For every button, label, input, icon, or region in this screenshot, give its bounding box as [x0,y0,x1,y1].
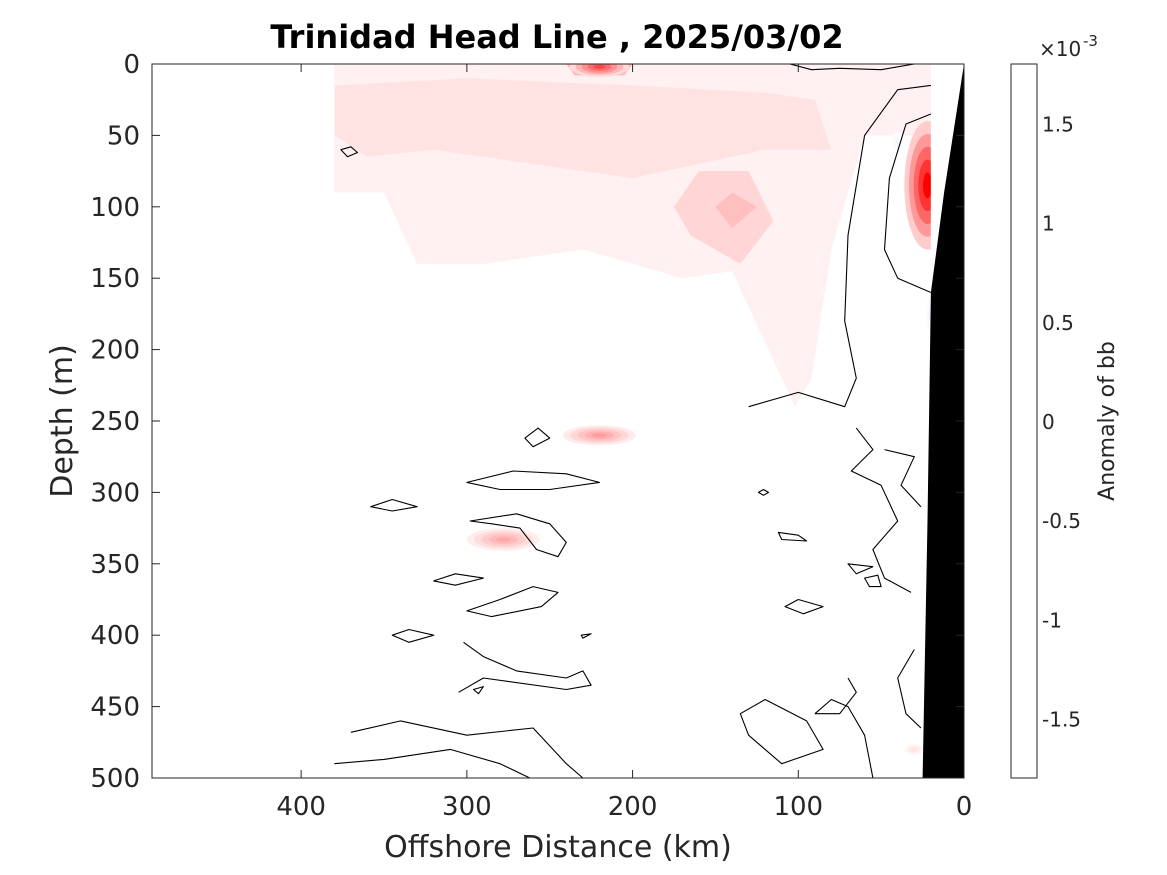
zero-contour [814,677,857,715]
y-tick-label: 50 [107,121,140,151]
anomaly-blob [592,433,607,438]
zero-contour [350,720,584,778]
zero-contour [777,531,808,542]
anomaly-blob [593,64,606,69]
colorbar: 1.5 1 0.5 0 -0.5 -1 -1.5 ×10 -3 Anomaly of bb [1010,32,1120,779]
x-tick-label: 100 [773,792,823,822]
zero-contours [334,64,932,778]
zero-contour [884,449,922,508]
zero-contour [458,641,592,693]
colorbar-tick-label: -0.5 [1042,509,1081,533]
chart-title: Trinidad Head Line , 2025/03/02 [270,18,843,56]
anomaly-blob [496,537,511,542]
bathymetry [922,64,964,778]
no-data-offshore [152,64,335,778]
colorbar-tick-label: 0.5 [1042,311,1074,335]
y-tick-label: 250 [90,407,140,437]
zero-contour [334,748,531,778]
zero-contour [466,586,559,618]
colorbar-tick-label: 1 [1042,212,1055,236]
y-tick-label: 300 [90,478,140,508]
anomaly-region [715,192,757,229]
x-tick-label: 300 [442,792,492,822]
y-axis: 0 50 100 150 200 250 300 350 400 450 500 [90,50,964,794]
zero-contour [784,598,824,615]
zero-contour [883,113,932,294]
zero-contour [864,574,882,588]
zero-contour [897,649,922,729]
x-tick-label: 200 [608,792,658,822]
zero-contour [370,498,418,512]
zero-contour [850,427,912,593]
zero-contour [391,628,435,643]
zero-contour [433,573,484,586]
colorbar-tick-label: -1 [1042,608,1062,632]
y-tick-label: 150 [90,264,140,294]
colorbar-frame [1010,63,1038,779]
zero-contour [814,698,874,778]
bathymetry-shelf [922,64,964,778]
anomaly-region [334,78,832,179]
zero-contour [757,488,770,496]
colorbar-tick-label: 0 [1042,410,1055,434]
y-tick-label: 500 [90,764,140,794]
zero-contour [580,633,592,639]
anomaly-blob [922,172,933,199]
x-axis: 400 300 200 100 0 [276,64,972,822]
colorbar-tick-label: 1.5 [1042,113,1074,137]
anomaly-blob [896,140,899,145]
x-tick-label: 400 [276,792,326,822]
zero-contour [466,470,600,491]
y-tick-label: 0 [123,50,140,80]
zero-contour [469,513,567,558]
x-tick-label: 0 [956,792,973,822]
zero-contour [789,64,915,71]
y-axis-label: Depth (m) [45,344,80,498]
colorbar-exponent-base: ×10 [1039,37,1081,61]
zero-contour [739,698,824,765]
zero-contour [748,84,931,408]
y-tick-label: 200 [90,336,140,366]
y-tick-label: 400 [90,621,140,651]
colorbar-ticks: 1.5 1 0.5 0 -0.5 -1 -1.5 [1042,113,1081,732]
y-tick-label: 350 [90,550,140,580]
zero-contour [340,146,359,158]
anomaly-regions [334,64,931,407]
zero-contour [472,686,484,695]
zero-contour [847,563,874,575]
y-tick-label: 450 [90,693,140,723]
zero-contour [524,427,551,448]
anomaly-blob [912,748,917,751]
colorbar-tick-label: -1.5 [1042,708,1081,732]
y-tick-label: 100 [90,193,140,223]
colorbar-label: Anomaly of bb [1095,341,1120,501]
x-axis-label: Offshore Distance (km) [384,830,732,865]
colorbar-exponent-power: -3 [1083,32,1098,50]
plot-area [152,64,964,778]
